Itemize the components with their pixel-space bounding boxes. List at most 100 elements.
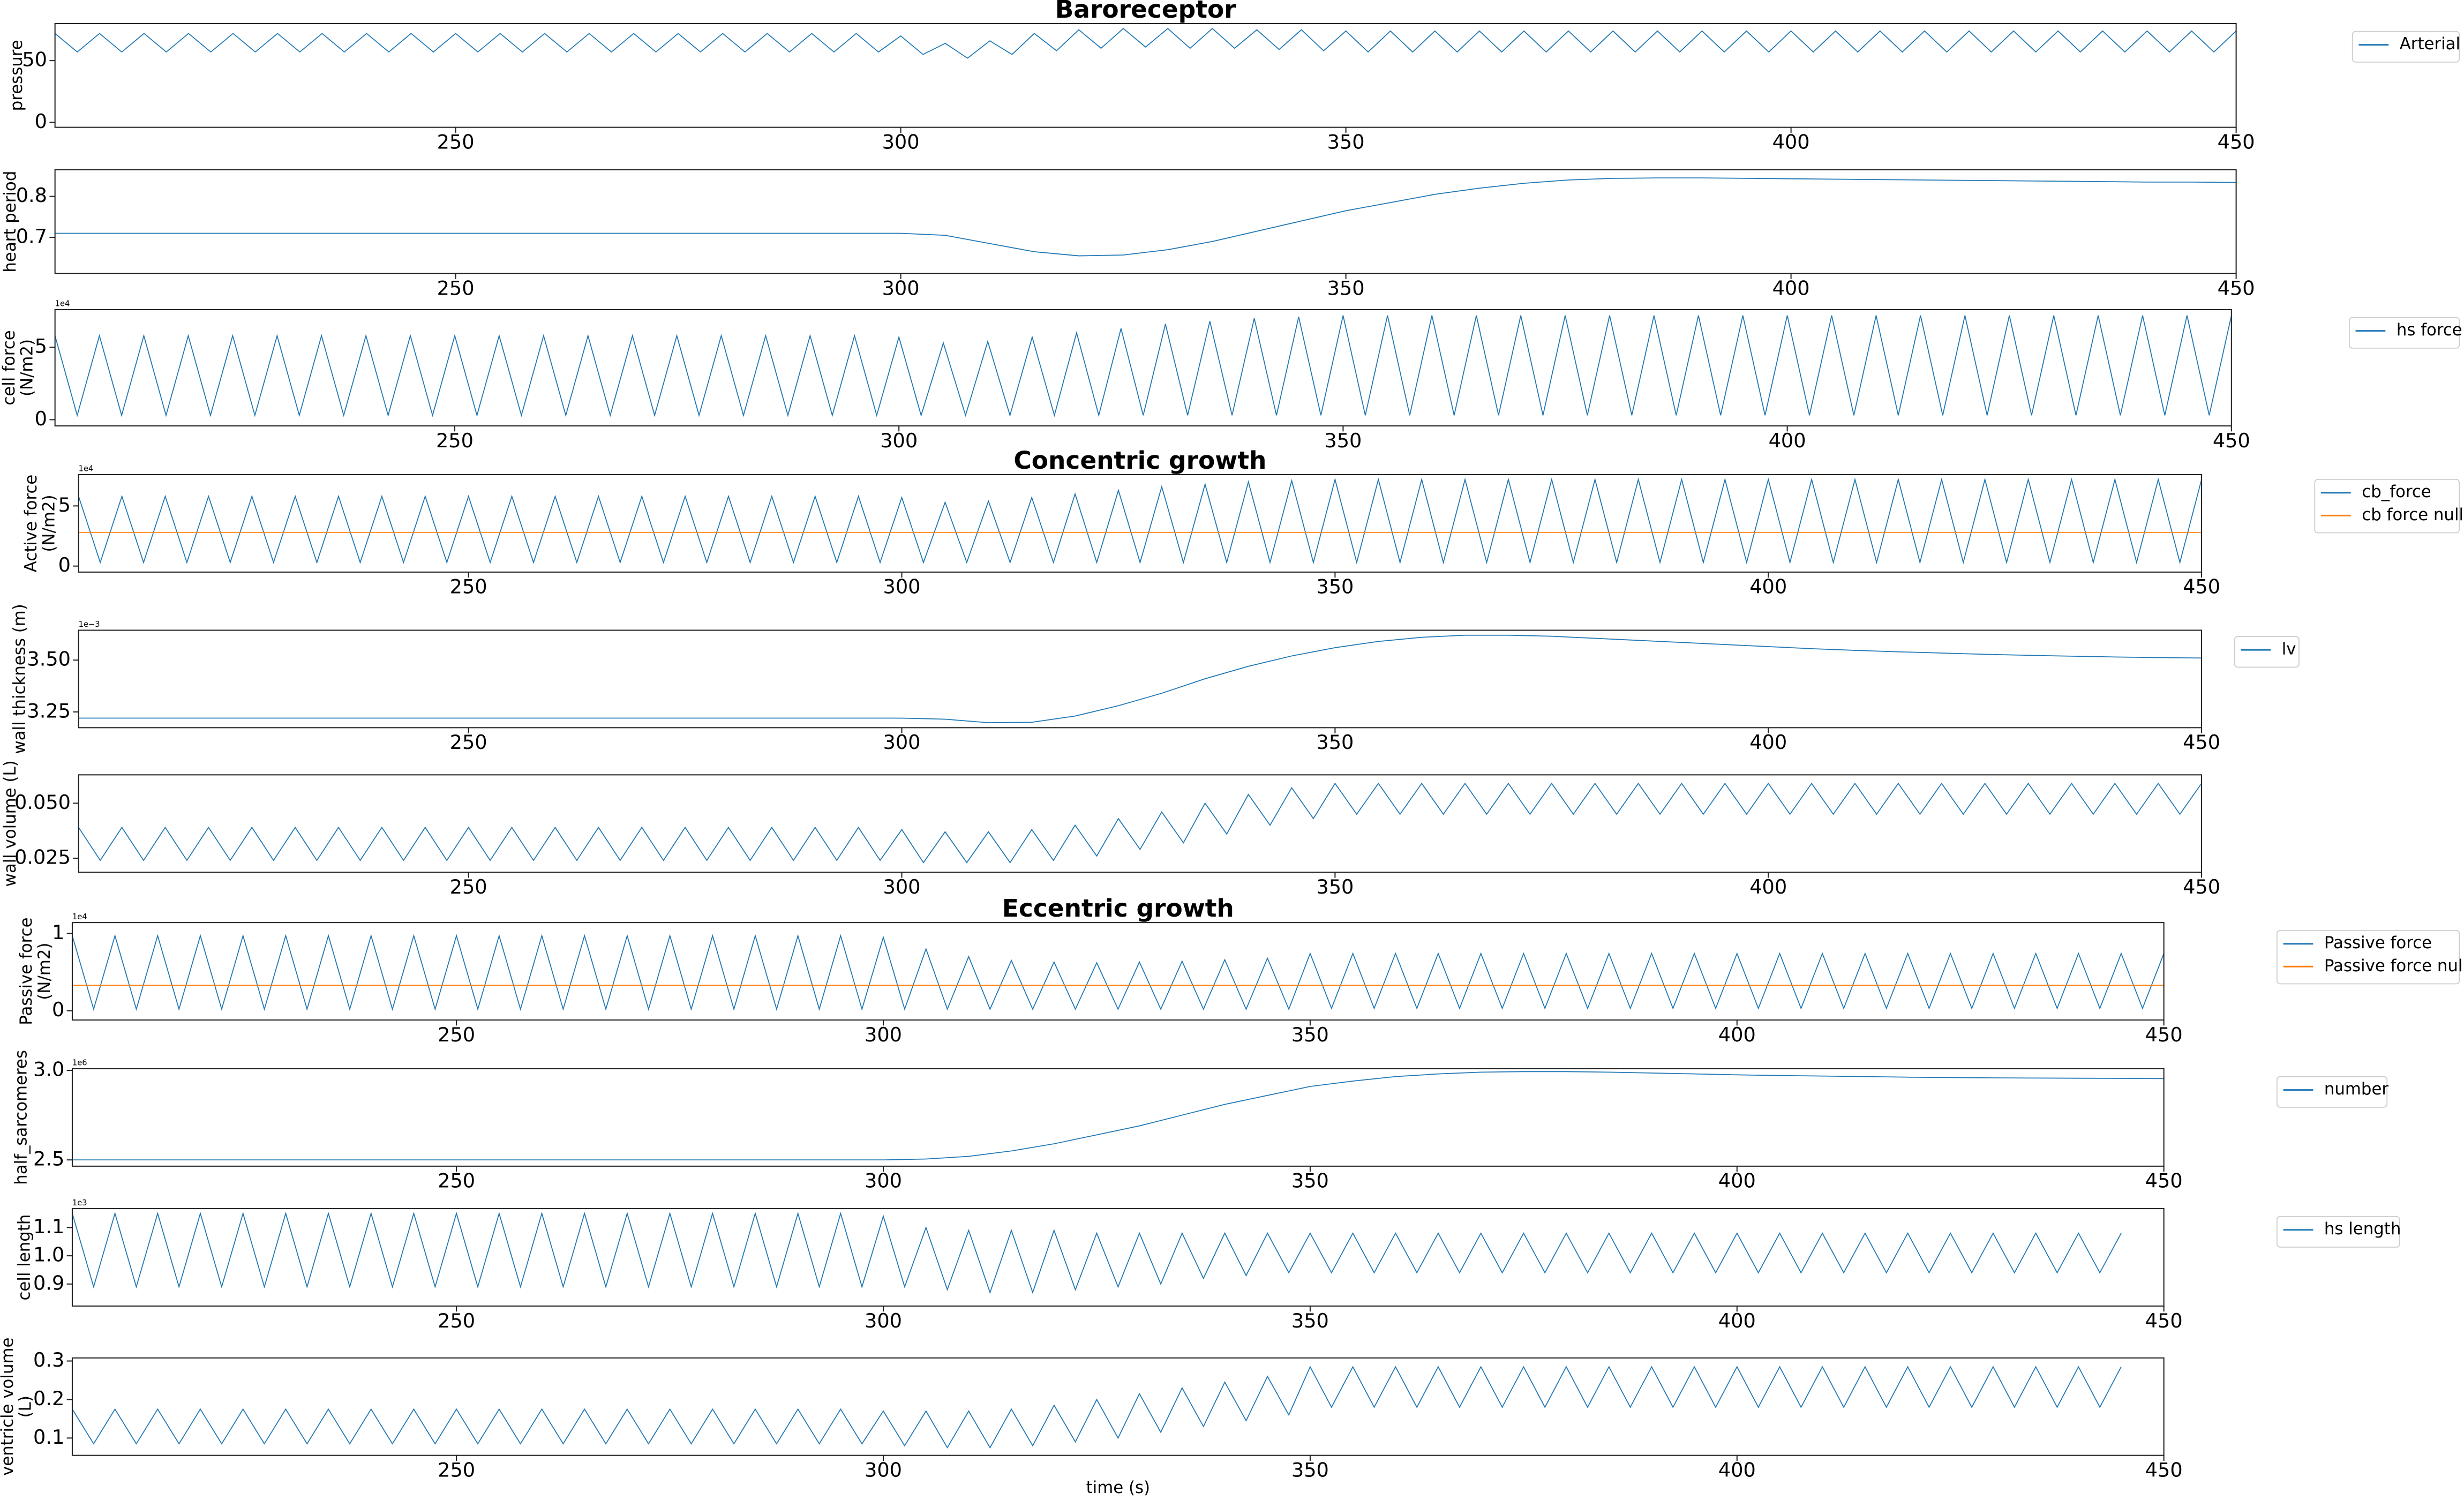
- subplot: 250 300 350 400 450 0.1 0.2 0.3 ventricle volume…: [0, 1338, 2183, 1497]
- x-tick-label: 300: [880, 429, 918, 452]
- y-tick-label: 0: [52, 998, 64, 1021]
- subplot: 250 300 350 400 450 0 50 Baroreceptor pressure Ar…: [7, 0, 2460, 153]
- plot-area: [72, 1358, 2164, 1456]
- axes-frame: [54, 22, 2237, 128]
- x-tick-label: 250: [438, 1459, 475, 1482]
- offset-text: 1e4: [79, 464, 94, 474]
- y-axis-label: (N/m2): [18, 339, 37, 396]
- x-tick-label: 250: [438, 1309, 475, 1332]
- axes-frame: [78, 629, 2203, 729]
- x-tick-label: 300: [883, 575, 921, 598]
- legend-box: [2277, 1216, 2400, 1248]
- legend-label: number: [2324, 1079, 2389, 1099]
- x-axis-label: time (s): [1086, 1478, 1150, 1497]
- legend: lv: [2234, 636, 2300, 668]
- legend-box: [2277, 1076, 2388, 1108]
- x-tick-label: 300: [882, 276, 920, 299]
- axes-frame: [78, 774, 2203, 873]
- y-tick-label: 3.0: [33, 1058, 64, 1081]
- data-line: [72, 1366, 2122, 1449]
- legend: hs length: [2277, 1216, 2401, 1248]
- plot-area: [55, 169, 2236, 274]
- y-tick-label: 0.025: [14, 845, 71, 868]
- x-tick-label: 450: [2145, 1459, 2183, 1482]
- x-tick-label: 350: [1327, 130, 1365, 153]
- y-tick-label: 1: [52, 921, 64, 944]
- x-tick-label: 400: [1749, 875, 1787, 898]
- y-tick-label: 0.9: [33, 1271, 64, 1294]
- x-tick-label: 400: [1769, 429, 1806, 452]
- legend-label: Arterial: [2400, 34, 2460, 54]
- x-tick-label: 250: [450, 575, 487, 598]
- y-axis-label: (N/m2): [35, 943, 54, 1000]
- subplot: 250 300 350 400 450 3.25 3.50 1e−3 wall thicknes…: [10, 604, 2300, 754]
- x-tick-label: 450: [2183, 575, 2220, 598]
- legend-box: [2234, 636, 2300, 668]
- legend: hs force: [2348, 317, 2462, 349]
- x-tick-label: 400: [1772, 130, 1810, 153]
- y-axis-label: (N/m2): [40, 494, 59, 552]
- x-tick-label: 250: [438, 1169, 475, 1192]
- y-axis-label: Passive force: [17, 917, 36, 1025]
- axes-frame: [71, 1208, 2165, 1307]
- subplot: 250 300 350 400 450 0 1 1e4 Eccentric growth Pass…: [17, 894, 2464, 1046]
- y-tick-label: 0.3: [33, 1348, 64, 1371]
- y-tick-label: 0: [35, 110, 47, 133]
- axes-frame: [71, 1357, 2165, 1456]
- section-title: Baroreceptor: [1055, 0, 1237, 24]
- x-tick-label: 300: [882, 130, 920, 153]
- y-tick-label: 0.7: [16, 225, 47, 248]
- y-tick-label: 1.0: [33, 1243, 64, 1266]
- y-tick-label: 0.1: [33, 1426, 64, 1449]
- section-title: Eccentric growth: [1002, 894, 1234, 922]
- axes-frame: [54, 169, 2237, 274]
- x-tick-label: 450: [2145, 1309, 2183, 1332]
- y-tick-label: 3.50: [27, 648, 71, 671]
- section-title: Concentric growth: [1013, 446, 1266, 475]
- y-axis-label: (L): [16, 1396, 35, 1418]
- legend: number: [2277, 1076, 2389, 1108]
- x-tick-label: 350: [1291, 1023, 1329, 1046]
- x-tick-label: 400: [1718, 1459, 1756, 1482]
- subplot: 250 300 350 400 450 2.5 3.0 1e6 half_sarcomeres n…: [12, 1050, 2389, 1192]
- data-line: [55, 177, 2236, 257]
- y-axis-label: wall volume (L): [1, 760, 20, 887]
- axes-frame: [78, 474, 2203, 573]
- x-tick-label: 350: [1316, 575, 1354, 598]
- x-tick-label: 300: [883, 731, 921, 754]
- x-tick-label: 250: [450, 875, 487, 898]
- y-tick-label: 0: [58, 553, 71, 576]
- x-tick-label: 400: [1718, 1309, 1756, 1332]
- legend: Passive force Passive force null: [2277, 929, 2464, 985]
- x-tick-label: 450: [2218, 130, 2255, 153]
- x-tick-label: 350: [1316, 731, 1354, 754]
- legend: Arterial: [2352, 31, 2460, 63]
- subplot: 250 300 350 400 450 0 5 1e4 Concentric growth Act…: [21, 446, 2463, 598]
- x-tick-label: 450: [2213, 429, 2250, 452]
- plot-area: [72, 1068, 2164, 1166]
- offset-text: 1e4: [72, 912, 87, 921]
- y-tick-label: 3.25: [27, 699, 71, 722]
- offset-text: 1e−3: [79, 620, 100, 629]
- data-line: [72, 1071, 2164, 1161]
- x-tick-label: 350: [1327, 276, 1365, 299]
- y-tick-label: 0.2: [33, 1387, 64, 1410]
- subplot: 250 300 350 400 450 0 5 1e4 cell force(N/m2) hs f…: [0, 299, 2462, 452]
- y-tick-label: 2.5: [33, 1148, 64, 1171]
- x-tick-label: 250: [437, 276, 475, 299]
- x-tick-label: 400: [1718, 1023, 1756, 1046]
- plot-area: [78, 775, 2202, 873]
- legend-box: [2352, 31, 2460, 63]
- plot-area: [78, 630, 2202, 728]
- x-tick-label: 350: [1291, 1309, 1329, 1332]
- x-tick-label: 400: [1718, 1169, 1756, 1192]
- legend-label: Passive force: [2324, 933, 2432, 952]
- data-line: [78, 782, 2202, 864]
- data-line: [72, 934, 2164, 1011]
- x-tick-label: 450: [2218, 276, 2255, 299]
- axes-frame: [71, 922, 2165, 1021]
- x-tick-label: 300: [883, 875, 921, 898]
- x-tick-label: 250: [450, 731, 487, 754]
